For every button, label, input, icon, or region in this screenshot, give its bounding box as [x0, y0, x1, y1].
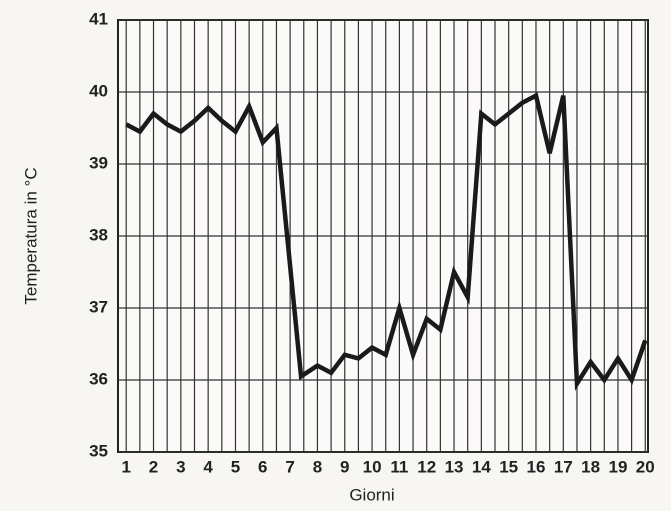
x-tick-label: 19 [608, 457, 627, 476]
x-tick-label: 15 [499, 457, 518, 476]
y-tick-label: 39 [89, 153, 108, 172]
x-tick-label: 7 [285, 457, 294, 476]
chart: Giorni Temperatura in °C 353637383940411… [0, 0, 671, 511]
x-tick-label: 14 [472, 457, 491, 476]
y-tick-label: 35 [89, 441, 108, 460]
x-tick-label: 4 [203, 457, 213, 476]
x-tick-label: 3 [176, 457, 185, 476]
x-tick-label: 12 [417, 457, 436, 476]
x-tick-label: 1 [121, 457, 130, 476]
y-tick-label: 41 [89, 9, 108, 28]
x-tick-label: 10 [363, 457, 382, 476]
x-tick-label: 2 [149, 457, 158, 476]
x-tick-label: 11 [390, 457, 408, 476]
y-tick-label: 38 [89, 225, 108, 244]
x-tick-label: 20 [636, 457, 655, 476]
y-axis-label: Temperatura in °C [21, 167, 40, 304]
x-tick-label: 5 [231, 457, 240, 476]
y-tick-label: 37 [89, 297, 108, 316]
x-tick-label: 13 [445, 457, 464, 476]
x-tick-label: 6 [258, 457, 267, 476]
x-axis-label: Giorni [349, 485, 394, 504]
x-tick-label: 16 [527, 457, 546, 476]
y-tick-label: 36 [89, 369, 108, 388]
y-tick-label: 40 [89, 81, 108, 100]
x-tick-label: 8 [313, 457, 322, 476]
x-tick-label: 9 [340, 457, 349, 476]
x-tick-label: 17 [554, 457, 573, 476]
x-tick-label: 18 [581, 457, 600, 476]
